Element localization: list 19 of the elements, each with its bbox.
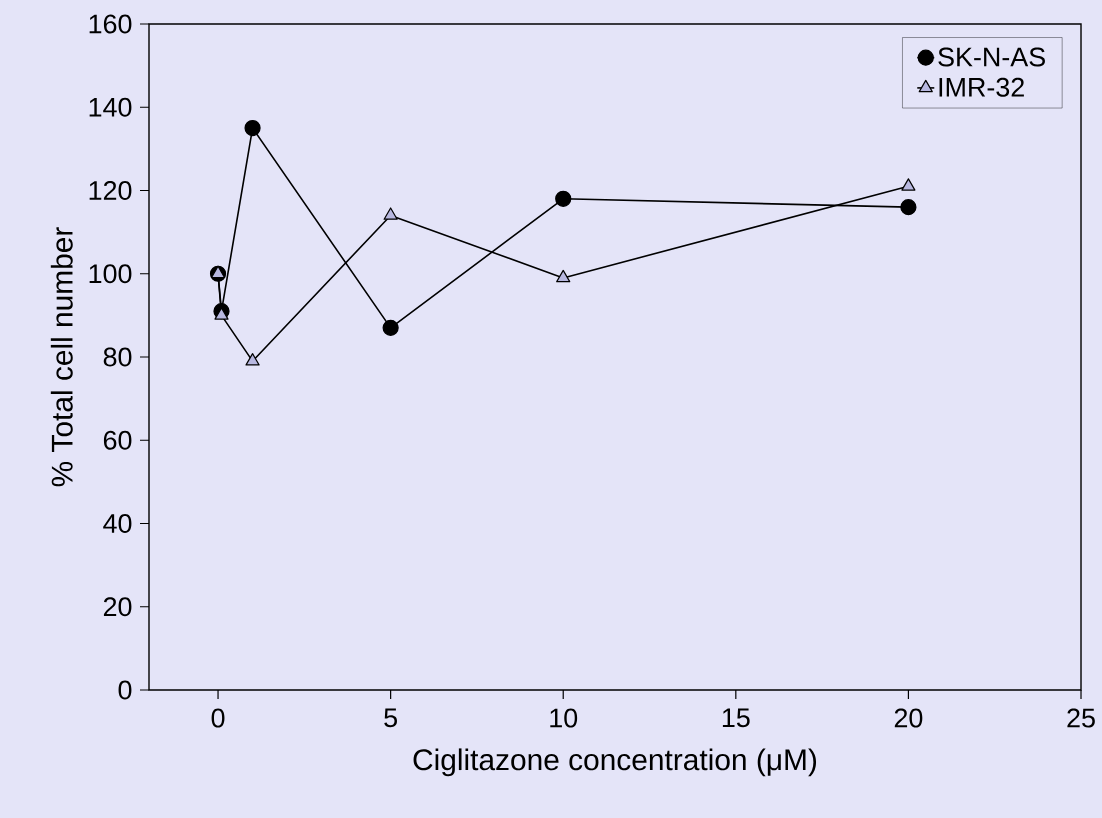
x-tick-label: 15 [722,708,750,728]
legend-label: IMR-32 [939,77,1024,97]
y-tick-label: 20 [103,597,132,617]
y-tick-label: 0 [118,680,132,700]
y-tick-label: 120 [89,180,132,201]
y-tick-label: 100 [89,264,132,284]
x-tick-label: 5 [384,708,397,728]
x-axis-title: Ciglitazone concentration (μM) [413,748,817,777]
y-tick-label: 140 [89,97,132,117]
x-tick-label: 10 [550,708,578,728]
y-tick-label: 160 [89,14,132,34]
y-tick-label: 40 [103,513,132,534]
y-tick-label: 60 [103,430,132,450]
x-tick-label: 0 [211,708,225,728]
x-tick-label: 20 [894,708,923,728]
legend-label: SK-N-AS [938,47,1045,67]
y-tick-label: 80 [103,347,132,367]
y-axis-title: % Total cell number [50,227,73,487]
x-tick-label: 25 [1067,708,1095,728]
